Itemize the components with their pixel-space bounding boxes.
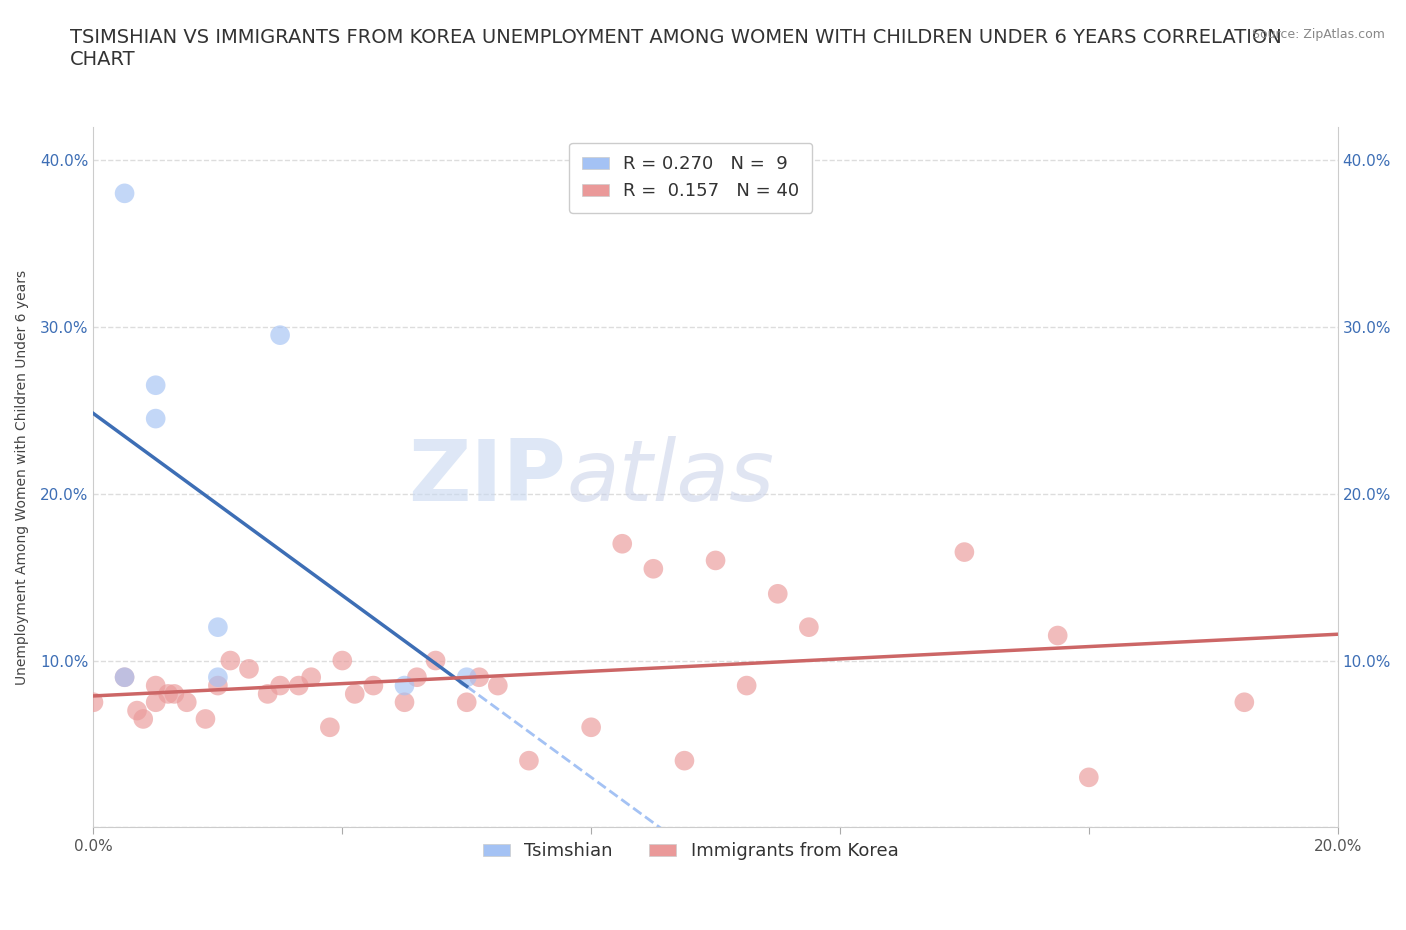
Point <box>145 695 167 710</box>
Point <box>517 753 540 768</box>
Point <box>468 670 491 684</box>
Point <box>207 619 229 634</box>
Point <box>612 537 634 551</box>
Point <box>394 678 416 693</box>
Y-axis label: Unemployment Among Women with Children Under 6 years: Unemployment Among Women with Children U… <box>15 270 30 684</box>
Point <box>269 327 291 342</box>
Point <box>425 653 447 668</box>
Point <box>797 619 820 634</box>
Point <box>456 695 478 710</box>
Point <box>704 553 727 568</box>
Point <box>953 545 976 560</box>
Point <box>343 686 366 701</box>
Point <box>145 378 167 392</box>
Point <box>132 711 155 726</box>
Point <box>1077 770 1099 785</box>
Point <box>766 586 789 601</box>
Point <box>735 678 758 693</box>
Point <box>256 686 278 701</box>
Point <box>1046 628 1069 643</box>
Point <box>238 661 260 676</box>
Point <box>145 678 167 693</box>
Point <box>145 411 167 426</box>
Point <box>486 678 509 693</box>
Point <box>114 670 136 684</box>
Point <box>1233 695 1256 710</box>
Point <box>319 720 342 735</box>
Point <box>114 186 136 201</box>
Point <box>219 653 242 668</box>
Point <box>363 678 385 693</box>
Point <box>194 711 217 726</box>
Text: TSIMSHIAN VS IMMIGRANTS FROM KOREA UNEMPLOYMENT AMONG WOMEN WITH CHILDREN UNDER : TSIMSHIAN VS IMMIGRANTS FROM KOREA UNEMP… <box>70 28 1282 69</box>
Text: Source: ZipAtlas.com: Source: ZipAtlas.com <box>1251 28 1385 41</box>
Point <box>114 670 136 684</box>
Point <box>330 653 353 668</box>
Legend: Tsimshian, Immigrants from Korea: Tsimshian, Immigrants from Korea <box>475 835 905 868</box>
Point <box>82 695 104 710</box>
Point <box>176 695 198 710</box>
Text: atlas: atlas <box>567 435 775 519</box>
Point <box>157 686 180 701</box>
Text: ZIP: ZIP <box>409 435 567 519</box>
Point <box>673 753 696 768</box>
Point <box>163 686 186 701</box>
Point <box>456 670 478 684</box>
Point <box>207 670 229 684</box>
Point <box>269 678 291 693</box>
Point <box>579 720 602 735</box>
Point <box>207 678 229 693</box>
Point <box>125 703 148 718</box>
Point <box>394 695 416 710</box>
Point <box>299 670 322 684</box>
Point <box>643 562 665 577</box>
Point <box>287 678 309 693</box>
Point <box>406 670 429 684</box>
